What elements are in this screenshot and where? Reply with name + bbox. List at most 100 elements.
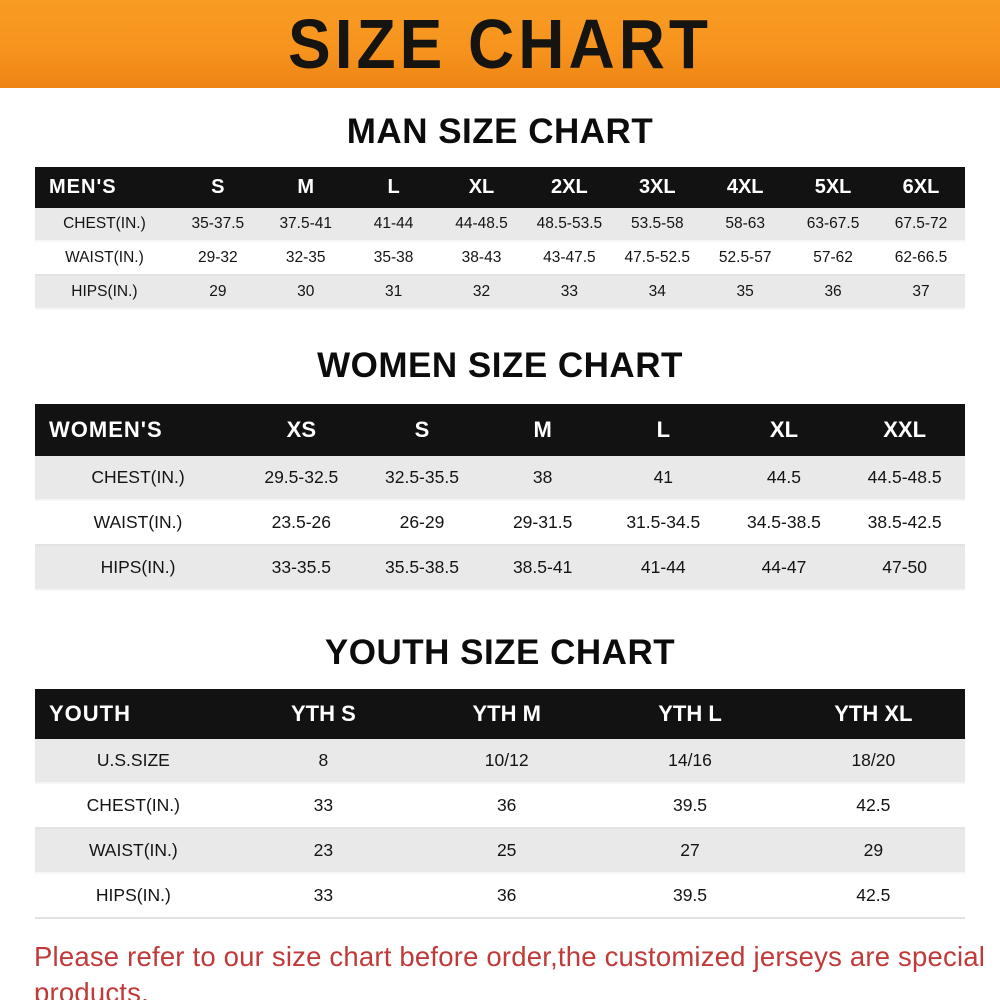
row-label: CHEST(IN.) — [63, 215, 146, 232]
size-value: 63-67.5 — [806, 215, 860, 232]
size-value: 41 — [653, 467, 674, 487]
man-size-table: MEN'S S M L XL 2XL 3XL 4XL 5XL 6XL CHEST(IN.) 35-37… — [35, 167, 965, 310]
size-column-header: S — [361, 404, 483, 456]
size-column-header: M — [482, 404, 603, 456]
table-header-row: YOUTH YTH S YTH M YTH L YTH XL — [35, 689, 965, 739]
size-value: 53.5-58 — [631, 215, 684, 232]
table-corner-label: WOMEN'S — [35, 404, 241, 456]
size-value: 29.5-32.5 — [264, 467, 339, 487]
size-value: 42.5 — [856, 885, 891, 905]
size-value: 29 — [863, 840, 884, 860]
size-value: 38.5-41 — [512, 557, 573, 577]
table-row: HIPS(IN.) 29 30 31 32 33 34 35 36 37 — [35, 275, 965, 309]
size-column-header: 6XL — [877, 167, 965, 208]
table-row: HIPS(IN.) 33 36 39.5 42.5 — [35, 873, 965, 918]
size-value: 52.5-57 — [718, 249, 772, 266]
row-label: CHEST(IN.) — [86, 795, 180, 815]
size-column-header: XS — [241, 404, 362, 456]
row-label: HIPS(IN.) — [71, 283, 138, 300]
row-label: HIPS(IN.) — [100, 557, 176, 577]
size-value: 26-29 — [399, 512, 445, 532]
size-value: 67.5-72 — [894, 215, 948, 232]
size-value: 33 — [313, 795, 334, 815]
women-section-heading: WOMEN SIZE CHART — [317, 346, 683, 385]
table-header-row: WOMEN'S XS S M L XL XXL — [35, 404, 965, 456]
size-value: 37 — [912, 283, 930, 300]
size-column-header: YTH S — [231, 689, 416, 739]
size-value: 27 — [680, 840, 700, 860]
disclaimer-line-1: Please refer to our size chart before or… — [34, 941, 986, 1000]
youth-size-section: YOUTH SIZE CHART YOUTH YTH S YTH M YTH L YTH… — [0, 633, 1000, 919]
size-column-header: XL — [437, 167, 526, 208]
size-value: 31.5-34.5 — [626, 512, 701, 532]
size-value: 48.5-53.5 — [536, 215, 603, 232]
size-value: 38.5-42.5 — [867, 512, 942, 532]
size-value: 43-47.5 — [543, 249, 596, 266]
size-value: 36 — [496, 795, 517, 815]
youth-size-table: YOUTH YTH S YTH M YTH L YTH XL U.S.SIZE 8 10/12… — [35, 689, 965, 919]
banner-title: SIZE CHART — [288, 5, 712, 83]
size-value: 34.5-38.5 — [746, 512, 821, 532]
size-value: 23.5-26 — [271, 512, 331, 532]
row-label: U.S.SIZE — [96, 750, 170, 770]
size-value: 58-63 — [725, 215, 765, 232]
size-value: 10/12 — [484, 750, 529, 770]
table-row: WAIST(IN.) 23.5-26 26-29 29-31.5 31.5-34.5 34… — [35, 500, 965, 545]
size-value: 33 — [313, 885, 334, 905]
size-column-header: YTH XL — [781, 689, 965, 739]
size-value: 8 — [318, 750, 329, 770]
size-column-header: L — [602, 404, 724, 456]
size-column-header: S — [173, 167, 262, 208]
size-value: 14/16 — [668, 750, 712, 770]
size-value: 42.5 — [856, 795, 891, 815]
size-value: 57-62 — [813, 249, 853, 266]
table-row: WAIST(IN.) 23 25 27 29 — [35, 828, 965, 873]
size-column-header: XL — [723, 404, 845, 456]
table-corner-label: YOUTH — [35, 689, 232, 739]
size-column-header: 5XL — [789, 167, 878, 208]
women-size-section: WOMEN SIZE CHART WOMEN'S XS S M L XL XXL CHEST(… — [0, 346, 1000, 591]
size-value: 36 — [824, 283, 842, 300]
man-section-heading: MAN SIZE CHART — [346, 112, 654, 151]
size-value: 23 — [313, 840, 334, 860]
row-label: HIPS(IN.) — [95, 885, 171, 905]
size-column-header: 2XL — [525, 167, 614, 208]
size-value: 32-35 — [285, 249, 326, 266]
size-value: 29-31.5 — [512, 512, 573, 532]
size-value: 29 — [209, 283, 227, 300]
size-column-header: YTH M — [415, 689, 599, 739]
size-value: 41-44 — [640, 557, 686, 577]
table-row: CHEST(IN.) 29.5-32.5 32.5-35.5 38 41 44.5 44.5… — [35, 456, 965, 500]
size-value: 30 — [297, 283, 315, 300]
size-value: 33 — [560, 283, 579, 300]
size-chart-banner: SIZE CHART — [0, 0, 1000, 88]
table-row: U.S.SIZE 8 10/12 14/16 18/20 — [35, 739, 965, 783]
size-value: 35 — [736, 283, 754, 300]
man-size-section: MAN SIZE CHART MEN'S S M L XL 2XL 3XL 4XL 5XL 6XL… — [0, 112, 1000, 310]
size-value: 44.5 — [766, 467, 801, 487]
table-row: HIPS(IN.) 33-35.5 35.5-38.5 38.5-41 41-44 44-… — [35, 545, 965, 590]
size-column-header: L — [349, 167, 438, 208]
row-label: WAIST(IN.) — [65, 249, 144, 266]
size-value: 18/20 — [851, 750, 896, 770]
row-label: WAIST(IN.) — [88, 840, 178, 860]
size-value: 29-32 — [198, 249, 238, 266]
size-value: 37.5-41 — [279, 215, 333, 232]
size-value: 35.5-38.5 — [385, 557, 459, 577]
size-value: 44.5-48.5 — [867, 467, 942, 487]
row-label: WAIST(IN.) — [93, 512, 183, 532]
size-value: 31 — [384, 283, 403, 300]
size-value: 39.5 — [672, 795, 708, 815]
size-value: 36 — [496, 885, 517, 905]
table-row: CHEST(IN.) 33 36 39.5 42.5 — [35, 783, 965, 828]
size-value: 32.5-35.5 — [385, 467, 459, 487]
size-column-header: M — [261, 167, 350, 208]
size-value: 33-35.5 — [271, 557, 331, 577]
size-column-header: YTH L — [598, 689, 782, 739]
row-label: CHEST(IN.) — [91, 467, 185, 487]
size-value: 34 — [648, 283, 666, 300]
size-value: 25 — [496, 840, 517, 860]
size-value: 35-37.5 — [191, 215, 245, 232]
size-column-header: 4XL — [701, 167, 790, 208]
size-column-header: 3XL — [613, 167, 702, 208]
